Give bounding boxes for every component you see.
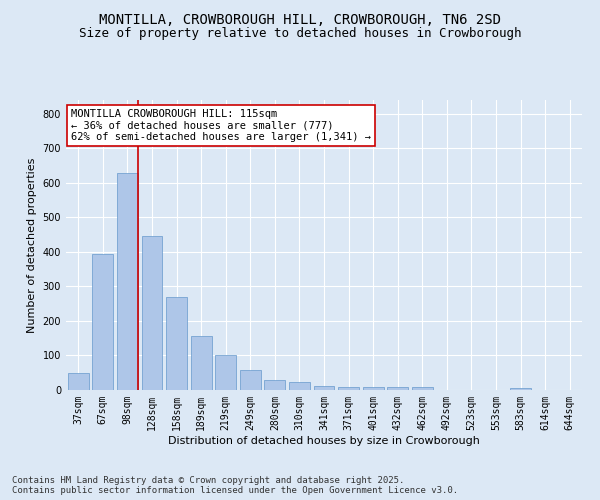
Bar — [387, 386, 408, 390]
Bar — [412, 386, 433, 390]
Bar — [142, 236, 163, 390]
Bar — [289, 382, 310, 390]
Bar — [191, 336, 212, 390]
Bar — [362, 386, 383, 390]
Bar — [265, 380, 286, 390]
Text: Contains HM Land Registry data © Crown copyright and database right 2025.
Contai: Contains HM Land Registry data © Crown c… — [12, 476, 458, 495]
Y-axis label: Number of detached properties: Number of detached properties — [27, 158, 37, 332]
Text: MONTILLA, CROWBOROUGH HILL, CROWBOROUGH, TN6 2SD: MONTILLA, CROWBOROUGH HILL, CROWBOROUGH,… — [99, 12, 501, 26]
Bar — [240, 370, 261, 390]
Bar — [314, 386, 334, 390]
Bar — [117, 172, 138, 390]
Bar — [166, 297, 187, 390]
Bar — [215, 356, 236, 390]
Bar — [68, 372, 89, 390]
Bar — [510, 388, 531, 390]
Bar — [338, 386, 359, 390]
Text: Size of property relative to detached houses in Crowborough: Size of property relative to detached ho… — [79, 28, 521, 40]
Text: MONTILLA CROWBOROUGH HILL: 115sqm
← 36% of detached houses are smaller (777)
62%: MONTILLA CROWBOROUGH HILL: 115sqm ← 36% … — [71, 108, 371, 142]
Bar — [92, 254, 113, 390]
X-axis label: Distribution of detached houses by size in Crowborough: Distribution of detached houses by size … — [168, 436, 480, 446]
